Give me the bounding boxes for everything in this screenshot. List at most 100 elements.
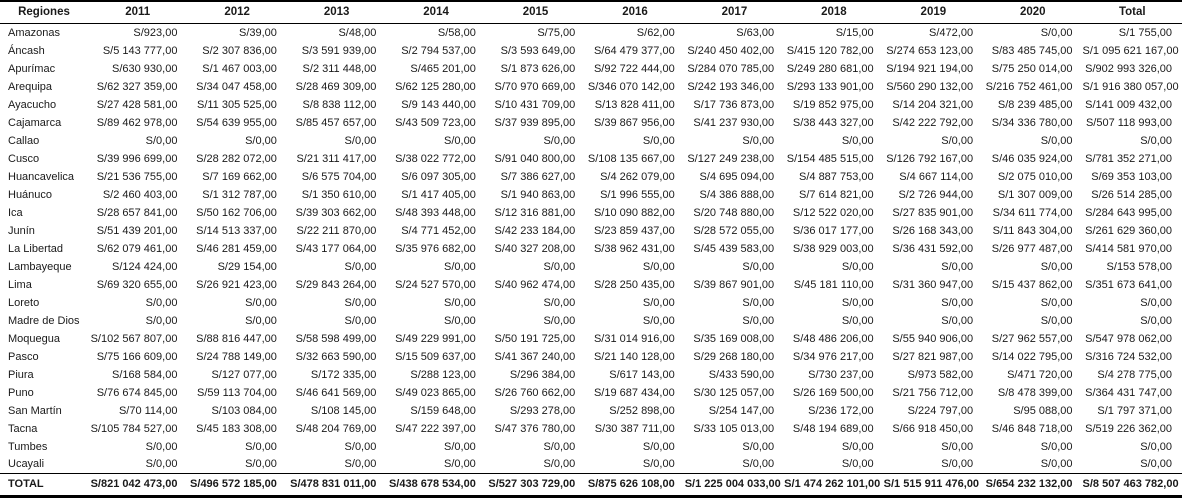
- value-cell: S/0,00: [1040, 314, 1073, 327]
- value-cell: S/902 993 326,00: [1085, 62, 1172, 75]
- value-cell: S/19 852 975,00: [792, 98, 874, 111]
- value-cell: S/108 145,00: [310, 404, 377, 417]
- region-cell: Lambayeque: [8, 260, 72, 273]
- value-cell: S/42 233 184,00: [494, 224, 576, 237]
- value-cell: S/1 474 262 101,00: [784, 473, 884, 498]
- value-cell: S/0,00: [642, 458, 675, 471]
- value-cell: S/64 479 377,00: [593, 44, 675, 57]
- value-cell: S/0,00: [941, 314, 974, 327]
- table-row: Cusco S/39 996 699,00 S/28 282 072,00 S/21 …: [0, 150, 1182, 168]
- value-cell: S/38 443 327,00: [792, 116, 874, 129]
- value-cell: S/33 105 013,00: [693, 422, 775, 435]
- value-cell: S/28 469 309,00: [295, 80, 377, 93]
- value-cell: S/40 327 208,00: [494, 242, 576, 255]
- value-cell: S/0,00: [543, 440, 576, 453]
- total-label-cell: TOTAL: [0, 473, 88, 498]
- value-cell: S/15 509 637,00: [395, 350, 476, 363]
- value-cell: S/41 237 930,00: [693, 116, 775, 129]
- value-cell: S/8 478 399,00: [997, 386, 1073, 399]
- table-row: Lima S/69 320 655,00 S/26 921 423,00 S/29 8…: [0, 276, 1182, 294]
- value-cell: S/0,00: [245, 458, 277, 471]
- value-cell: S/0,00: [1140, 134, 1172, 147]
- region-cell: Cusco: [8, 152, 40, 165]
- value-cell: S/7 386 627,00: [500, 170, 576, 183]
- value-cell: S/0,00: [444, 134, 476, 147]
- value-cell: S/46 848 718,00: [991, 422, 1073, 435]
- value-cell: S/59 113 704,00: [196, 386, 277, 399]
- region-cell: Loreto: [8, 296, 40, 309]
- value-cell: S/1 095 621 167,00: [1082, 44, 1179, 57]
- value-cell: S/70 970 669,00: [494, 80, 576, 93]
- value-cell: S/465 201,00: [410, 62, 476, 75]
- region-cell: Huánuco: [8, 188, 53, 201]
- value-cell: S/47 222 397,00: [395, 422, 476, 435]
- value-cell: S/13 828 411,00: [594, 98, 675, 111]
- value-cell: S/29 268 180,00: [693, 350, 775, 363]
- column-header-2012: 2012: [187, 0, 287, 24]
- value-cell: S/0,00: [1140, 296, 1172, 309]
- value-cell: S/2 794 537,00: [401, 44, 476, 57]
- value-cell: S/21 756 712,00: [892, 386, 974, 399]
- value-cell: S/0,00: [344, 296, 377, 309]
- value-cell: S/63,00: [736, 26, 775, 39]
- value-cell: S/76 674 845,00: [96, 386, 178, 399]
- value-cell: S/0,00: [1040, 134, 1073, 147]
- column-header-2019: 2019: [883, 0, 984, 24]
- value-cell: S/39 996 699,00: [96, 152, 178, 165]
- region-cell: Ica: [8, 206, 23, 219]
- value-cell: S/34 611 774,00: [992, 206, 1073, 219]
- value-cell: S/26 921 423,00: [196, 278, 277, 291]
- table-row: Puno S/76 674 845,00 S/59 113 704,00 S/46 6…: [0, 384, 1182, 402]
- value-cell: S/39,00: [238, 26, 277, 39]
- value-cell: S/89 462 978,00: [96, 116, 178, 129]
- value-cell: S/10 090 882,00: [593, 206, 675, 219]
- column-header-2018: 2018: [784, 0, 884, 24]
- value-cell: S/0,00: [543, 134, 576, 147]
- value-cell: S/172 335,00: [310, 368, 377, 381]
- value-cell: S/5 143 777,00: [102, 44, 178, 57]
- value-cell: S/0,00: [145, 440, 178, 453]
- value-cell: S/38 962 431,00: [593, 242, 675, 255]
- value-cell: S/0,00: [841, 440, 874, 453]
- value-cell: S/40 962 474,00: [494, 278, 576, 291]
- region-cell: Arequipa: [8, 80, 53, 93]
- value-cell: S/1 996 555,00: [600, 188, 675, 201]
- table-row: La Libertad S/62 079 461,00 S/46 281 459,0…: [0, 240, 1182, 258]
- value-cell: S/105 784 527,00: [90, 422, 178, 435]
- table-row: San Martín S/70 114,00 S/103 084,00 S/108 1…: [0, 402, 1182, 420]
- value-cell: S/36 017 177,00: [792, 224, 874, 237]
- region-cell: Lima: [8, 278, 32, 291]
- value-cell: S/153 578,00: [1106, 260, 1172, 273]
- value-cell: S/31 360 947,00: [892, 278, 974, 291]
- table-row: Cajamarca S/89 462 978,00 S/54 639 955,00 S…: [0, 114, 1182, 132]
- value-cell: S/2 307 836,00: [202, 44, 277, 57]
- table-header: Regiones 2011 2012 2013 2014 2015 2016 2017 2018…: [0, 0, 1182, 24]
- value-cell: S/26 977 487,00: [991, 242, 1073, 255]
- value-cell: S/58,00: [437, 26, 476, 39]
- value-cell: S/127 249 238,00: [687, 152, 775, 165]
- value-cell: S/507 118 993,00: [1085, 116, 1172, 129]
- value-cell: S/0,00: [444, 440, 476, 453]
- table-row: Amazonas S/923,00 S/39,00 S/48,00 S/58,00 S/7…: [0, 24, 1182, 42]
- value-cell: S/2 075 010,00: [997, 170, 1073, 183]
- value-cell: S/39 867 956,00: [593, 116, 675, 129]
- value-cell: S/0,00: [742, 296, 775, 309]
- value-cell: S/6 097 305,00: [401, 170, 476, 183]
- value-cell: S/62 125 280,00: [395, 80, 476, 93]
- column-header-2011: 2011: [88, 0, 188, 24]
- value-cell: S/293 278,00: [509, 404, 576, 417]
- value-cell: S/547 978 062,00: [1085, 332, 1172, 345]
- value-cell: S/296 384,00: [509, 368, 576, 381]
- value-cell: S/75,00: [537, 26, 576, 39]
- value-cell: S/62,00: [636, 26, 675, 39]
- region-cell: Junín: [8, 224, 35, 237]
- value-cell: S/34 336 780,00: [991, 116, 1073, 129]
- table-row: Callao S/0,00 S/0,00 S/0,00 S/0,00 S/0,00 S/0,…: [0, 132, 1182, 150]
- table-body: Amazonas S/923,00 S/39,00 S/48,00 S/58,00 S/7…: [0, 24, 1182, 498]
- value-cell: S/1 940 863,00: [500, 188, 576, 201]
- value-cell: S/252 898,00: [609, 404, 675, 417]
- value-cell: S/28 572 055,00: [693, 224, 775, 237]
- value-cell: S/0,00: [344, 458, 377, 471]
- value-cell: S/83 485 745,00: [991, 44, 1073, 57]
- value-cell: S/0,00: [543, 296, 576, 309]
